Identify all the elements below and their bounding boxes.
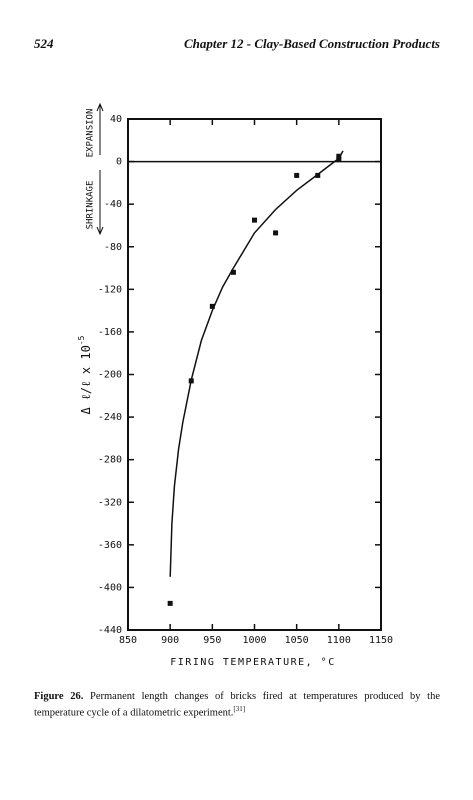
y-label-exponent: -5 — [77, 335, 86, 345]
data-point — [294, 172, 300, 178]
y-tick-label: -320 — [98, 497, 122, 508]
x-tick-label: 850 — [119, 635, 137, 646]
caption-text: Permanent length changes of bricks fired… — [34, 691, 441, 719]
y-tick-label: -120 — [98, 284, 122, 295]
data-point — [273, 230, 279, 236]
x-tick-label: 1150 — [369, 635, 393, 646]
shrinkage-label: SHRINKAGE — [86, 181, 96, 230]
data-point — [252, 217, 257, 223]
y-tick-label: -240 — [98, 412, 122, 423]
y-tick-label: -400 — [98, 582, 122, 593]
expansion-label: EXPANSION — [86, 109, 96, 158]
plot-frame — [127, 118, 382, 631]
data-point — [188, 378, 194, 384]
y-tick-label: -160 — [98, 327, 122, 338]
y-axis-label: Δ ℓ/ℓ x 10-5 — [77, 335, 93, 414]
x-tick-label: 900 — [161, 635, 179, 646]
data-point — [336, 156, 342, 162]
fit-curve — [169, 150, 344, 577]
running-title: Chapter 12 - Clay-Based Construction Pro… — [184, 36, 440, 51]
caption-label: Figure 26. — [34, 691, 84, 702]
y-tick-label: 40 — [110, 114, 122, 125]
x-tick-label: 1000 — [242, 635, 266, 646]
x-tick-label: 950 — [203, 635, 221, 646]
caption: Figure 26. Permanent length changes of b… — [34, 690, 440, 720]
y-tick-label: -440 — [98, 625, 122, 636]
y-tick-label: -280 — [98, 455, 122, 466]
y-tick-label: -360 — [98, 540, 122, 551]
data-point — [336, 153, 342, 159]
arrow-head — [96, 226, 104, 236]
caption-ref: [31] — [233, 705, 246, 713]
data-point — [230, 269, 236, 275]
y-tick-label: 0 — [116, 157, 122, 168]
data-point — [209, 303, 215, 309]
x-tick-label: 1050 — [285, 635, 309, 646]
y-tick-label: -40 — [104, 199, 122, 210]
x-axis-label: FIRING TEMPERATURE, °C — [170, 657, 335, 668]
data-point — [167, 600, 173, 606]
data-point — [315, 172, 321, 178]
page-number: 524 — [34, 36, 54, 51]
y-label-text: Δ ℓ/ℓ x 10 — [79, 345, 93, 414]
x-tick-label: 1100 — [327, 635, 351, 646]
y-tick-label: -80 — [104, 242, 122, 253]
y-tick-label: -200 — [98, 370, 122, 381]
arrow-head — [96, 102, 104, 112]
